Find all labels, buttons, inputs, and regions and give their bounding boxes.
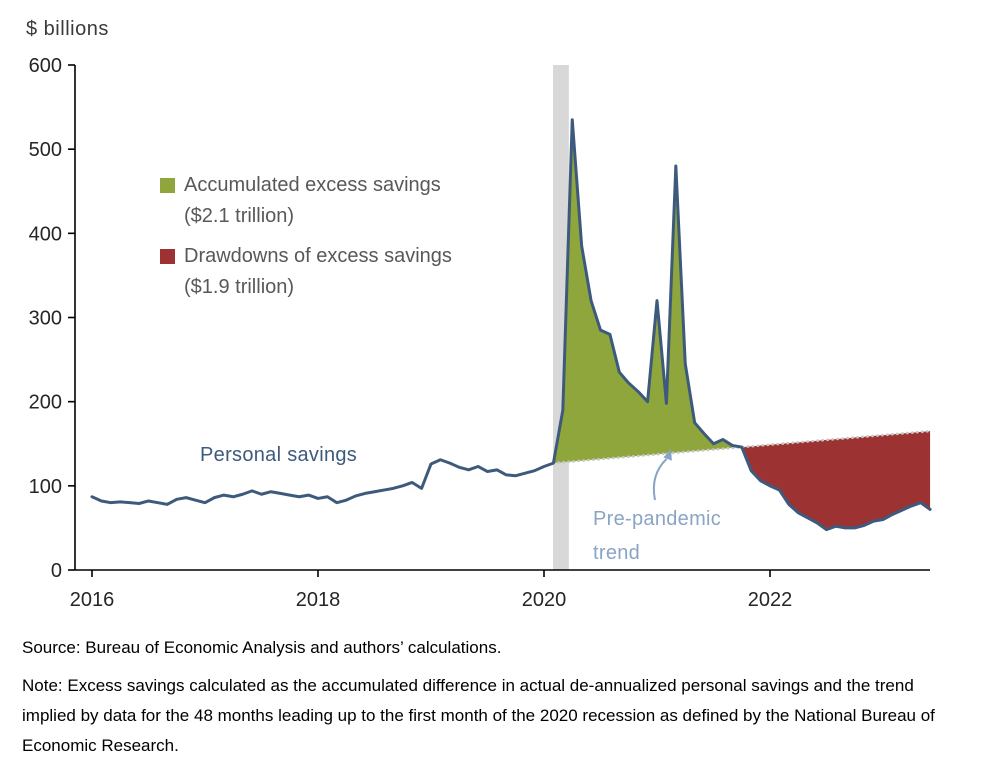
x-tick-label: 2020: [522, 589, 567, 611]
legend-amount-drawdowns: ($1.9 trillion): [184, 276, 295, 298]
x-tick-label: 2022: [748, 589, 793, 611]
x-tick-label: 2016: [70, 589, 115, 611]
legend-label-accumulated: Accumulated excess savings: [184, 174, 441, 196]
legend-amount-accumulated: ($2.1 trillion): [184, 205, 295, 227]
y-tick-label: 300: [29, 308, 62, 330]
trend-label-line1: Pre-pandemic: [593, 508, 722, 530]
personal-savings-label: Personal savings: [200, 444, 358, 466]
legend-item-accumulated: Accumulated excess savings ($2.1 trillio…: [160, 170, 452, 231]
y-tick-label: 500: [29, 139, 62, 161]
pre-pandemic-trend-label: Pre-pandemic trend: [593, 502, 721, 570]
legend: Accumulated excess savings ($2.1 trillio…: [160, 170, 452, 312]
source-note: Source: Bureau of Economic Analysis and …: [22, 638, 502, 657]
x-tick-label: 2018: [296, 589, 341, 611]
legend-item-drawdowns: Drawdowns of excess savings ($1.9 trilli…: [160, 241, 452, 302]
legend-label-drawdowns: Drawdowns of excess savings: [184, 245, 452, 267]
trend-label-line2: trend: [593, 542, 641, 564]
trend-arrow: [652, 458, 668, 501]
personal-savings-line: [90, 118, 932, 532]
methodology-note: Note: Excess savings calculated as the a…: [22, 676, 935, 755]
drawdowns-area: [741, 431, 931, 530]
accumulated-excess-savings-area: [553, 119, 742, 464]
y-tick-label: 200: [29, 392, 62, 414]
y-tick-label: 400: [29, 223, 62, 245]
y-tick-label: 0: [51, 560, 62, 582]
y-axis-title: $ billions: [26, 18, 109, 40]
drawdowns-swatch-icon: [160, 249, 175, 264]
y-tick-label: 100: [29, 476, 62, 498]
y-tick-label: 600: [29, 55, 62, 77]
trend-arrowhead-icon: [663, 449, 672, 461]
footer-notes: Source: Bureau of Economic Analysis and …: [22, 633, 970, 763]
accumulated-swatch-icon: [160, 178, 175, 193]
savings-chart: 0 100 200 300 400 500 600 2016 2018 2020 2022: [29, 55, 932, 611]
